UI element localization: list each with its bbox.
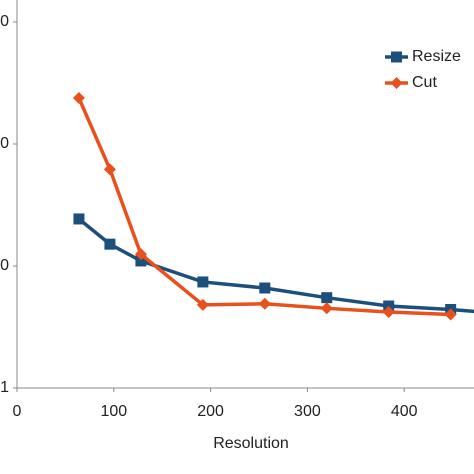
x-tick-label: 100: [100, 403, 127, 420]
legend-marker: [390, 77, 403, 89]
legend-marker: [391, 51, 402, 63]
series-line: [77, 97, 451, 317]
y-tick-label: 100: [0, 135, 9, 152]
marker: [382, 305, 395, 318]
marker: [320, 302, 333, 315]
x-tick-label: 200: [197, 403, 224, 420]
marker: [258, 297, 271, 310]
marker: [73, 213, 85, 225]
marker: [444, 308, 457, 321]
marker: [259, 282, 271, 294]
y-tick-label: 10: [0, 257, 9, 274]
x-tick-label: 400: [391, 403, 418, 420]
marker: [134, 248, 147, 261]
marker: [103, 163, 116, 176]
x-axis-label: Resolution: [213, 435, 289, 452]
series-line: [77, 217, 474, 314]
marker: [72, 92, 85, 105]
marker: [104, 238, 116, 250]
marker: [196, 298, 209, 311]
x-tick-label: 300: [294, 403, 321, 420]
marker: [197, 276, 209, 288]
legend-label: Resize: [412, 48, 461, 65]
legend-label: Cut: [412, 74, 437, 91]
marker: [321, 292, 333, 304]
x-tick-label: 0: [13, 403, 22, 420]
y-tick-label: 1: [0, 379, 9, 396]
marker: [135, 255, 147, 267]
